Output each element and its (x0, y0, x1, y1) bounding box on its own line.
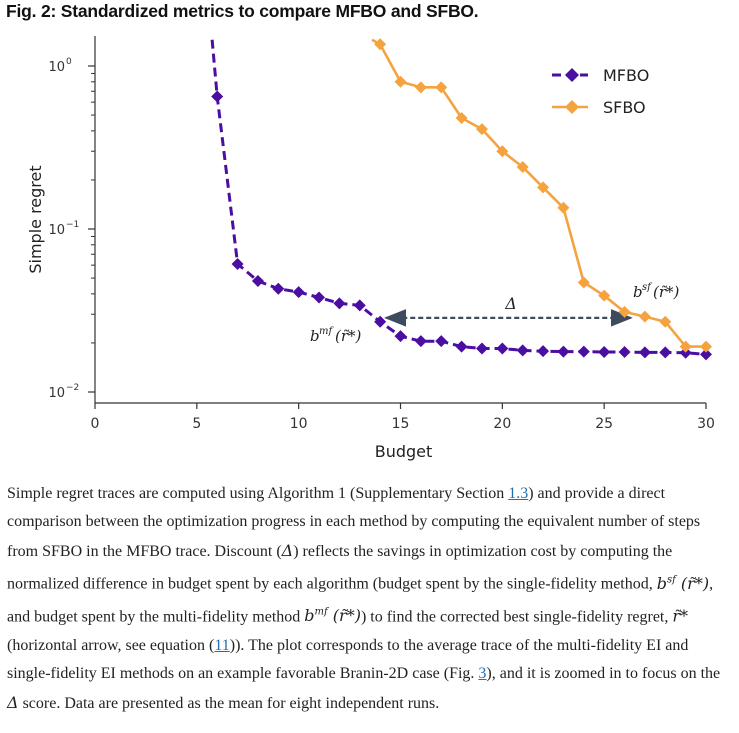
caption-link-section[interactable]: 1.3 (508, 485, 529, 502)
data-point-mfbo (231, 257, 244, 270)
data-point-mfbo (251, 274, 264, 287)
data-point-mfbo (659, 346, 672, 359)
x-tick-label: 10 (290, 416, 308, 432)
y-axis-label: Simple regret (26, 165, 45, 273)
data-point-sfbo (475, 123, 488, 136)
data-point-sfbo (679, 340, 692, 353)
caption-bsf: bsf (r̃*) (657, 574, 709, 593)
caption-delta-symbol: Δ (7, 692, 19, 712)
caption-text: ), and it is zoomed in to focus on the (486, 665, 721, 683)
caption-bmf-sup: mf (314, 606, 328, 618)
y-tick-exponent: 0 (66, 57, 72, 67)
data-point-mfbo (598, 345, 611, 358)
caption-bmf-arg: (r̃*) (327, 606, 361, 626)
legend-label-sfbo: SFBO (603, 98, 646, 117)
data-point-sfbo (537, 181, 550, 194)
data-point-mfbo (618, 345, 631, 358)
caption-text: ) reflects the savings in optimization c… (7, 542, 673, 593)
legend-label-mfbo: MFBO (603, 66, 649, 85)
figure-title: Fig. 2: Standardized metrics to compare … (6, 1, 479, 21)
x-tick-label: 30 (697, 416, 715, 432)
data-point-sfbo (659, 315, 672, 328)
y-tick-label: 10 (48, 60, 65, 75)
data-point-sfbo (496, 145, 509, 158)
caption-link-equation[interactable]: 11 (214, 636, 230, 654)
bmf-label-sup: mf (319, 326, 334, 337)
data-point-mfbo (638, 346, 651, 359)
data-point-sfbo (577, 276, 590, 289)
caption-text: (horizontal arrow, see equation ( (7, 636, 215, 654)
x-axis-label: Budget (375, 442, 433, 461)
data-point-mfbo (557, 345, 570, 358)
data-point-sfbo (516, 161, 529, 174)
data-point-mfbo (496, 342, 509, 355)
data-point-sfbo (374, 38, 387, 51)
data-point-mfbo (700, 348, 712, 361)
x-tick-label: 15 (392, 416, 410, 432)
caption-bmf-main: b (304, 606, 315, 626)
caption-rtilde: r̃* (672, 606, 689, 626)
y-tick-exponent: −2 (66, 383, 79, 393)
data-point-sfbo (598, 289, 611, 302)
data-point-sfbo (557, 201, 570, 214)
data-point-sfbo (618, 305, 631, 318)
bsf-label-main: b (633, 283, 643, 301)
data-point-mfbo (475, 342, 488, 355)
bsf-label-sup: sf (642, 282, 653, 293)
caption-text: )). The plot corresponds to the average … (7, 636, 689, 683)
data-point-mfbo (537, 345, 550, 358)
data-point-mfbo (394, 330, 407, 343)
caption-link-figure[interactable]: 3 (478, 665, 487, 683)
caption-bsf-main: b (656, 573, 667, 593)
y-tick-label: 10 (48, 386, 65, 401)
caption-text: ) to find the corrected best single-fide… (360, 608, 673, 626)
caption-text: , and budget spent by the multi-fidelity… (7, 575, 714, 626)
data-point-mfbo (455, 340, 468, 353)
x-tick-label: 20 (493, 416, 511, 432)
legend-marker-sfbo (565, 100, 579, 114)
data-point-mfbo (333, 297, 346, 310)
y-tick-exponent: −1 (66, 220, 79, 230)
data-point-mfbo (577, 345, 590, 358)
caption-text: ) and provide a direct comparison betwee… (7, 485, 701, 560)
discount-label: Δ (504, 294, 517, 313)
caption-text: score. Data are presented as the mean fo… (18, 694, 440, 712)
data-point-mfbo (313, 291, 326, 304)
bsf-label-arg: (r̃*) (653, 283, 680, 301)
data-point-mfbo (516, 344, 529, 357)
legend-marker-mfbo (565, 68, 579, 82)
data-point-mfbo (292, 286, 305, 299)
x-tick-label: 5 (192, 416, 201, 432)
series-line-mfbo (210, 39, 707, 356)
data-point-sfbo (435, 81, 448, 94)
caption-bsf-arg: (r̃*) (675, 573, 710, 593)
caption-bmf: bmf (r̃*) (304, 606, 361, 625)
data-point-mfbo (435, 335, 448, 348)
x-tick-label: 25 (595, 416, 613, 432)
x-tick-label: 0 (91, 416, 100, 432)
data-point-sfbo (394, 75, 407, 88)
figure-caption: Simple regret traces are computed using … (7, 480, 735, 718)
caption-delta-symbol: Δ (281, 540, 294, 560)
data-point-mfbo (272, 282, 285, 295)
caption-bsf-sup: sf (667, 574, 676, 586)
y-tick-label: 10 (48, 223, 65, 238)
data-point-sfbo (638, 310, 651, 323)
bmf-label-arg: (r̃*) (335, 327, 362, 345)
data-point-sfbo (700, 340, 712, 353)
data-point-sfbo (414, 81, 427, 94)
bmf-label-main: b (310, 327, 320, 345)
data-point-sfbo (455, 111, 468, 124)
data-point-mfbo (374, 315, 387, 328)
data-point-mfbo (679, 346, 692, 359)
caption-text: Simple regret traces are computed using … (7, 485, 509, 502)
data-point-mfbo (211, 90, 224, 103)
data-point-mfbo (353, 299, 366, 312)
data-point-mfbo (414, 335, 427, 348)
